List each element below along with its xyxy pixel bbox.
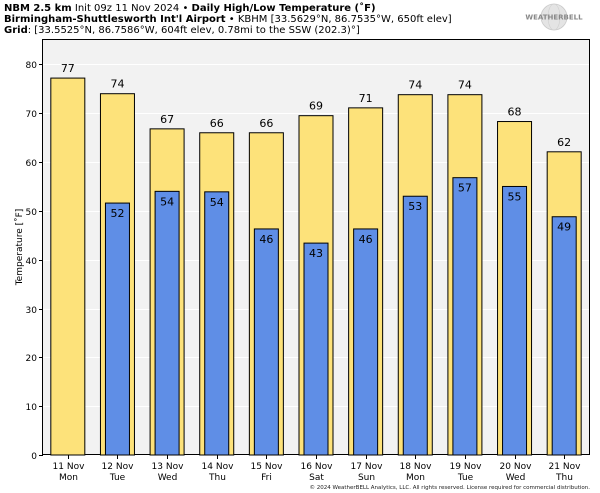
y-tick-label: 40 [26,257,38,267]
y-tick-label: 10 [26,403,38,413]
y-tick-label: 30 [26,306,38,316]
low-temp-label: 46 [259,233,273,246]
high-temp-label: 74 [408,79,422,92]
low-temp-bar [402,195,428,456]
grid-info: : [33.5525°N, 86.7586°W, 604ft elev, 0.7… [27,25,360,36]
logo-text: WEATHERBELL [525,14,583,22]
station-line: Birmingham-Shuttlesworth Int'l Airport •… [4,14,452,25]
y-tick-label: 70 [26,110,38,120]
low-temp-label: 53 [408,200,422,213]
x-tick-label-day: Thu [555,473,573,483]
grid-label: Grid [4,25,28,36]
separator: • [228,14,235,25]
high-temp-label: 66 [259,117,273,130]
x-tick-label-date: 14 Nov [202,462,235,472]
low-temp-label: 52 [110,207,124,220]
separator: • [182,3,189,14]
low-temp-bar [502,185,528,456]
y-axis: 0 10 20 30 40 50 60 70 80 [26,61,43,462]
low-temp-label: 57 [458,182,472,195]
high-temp-label: 77 [61,62,75,75]
low-temp-label: 46 [359,233,373,246]
x-tick-label-date: 20 Nov [500,462,533,472]
high-temp-label: 74 [458,79,472,92]
x-tick-label-day: Mon [59,473,78,483]
high-temp-label: 71 [359,92,373,105]
x-tick-label-day: Wed [506,473,526,483]
low-temp-bar [303,242,329,456]
low-temp-label: 49 [557,221,571,234]
x-tick-label-date: 19 Nov [450,462,483,472]
model-name: NBM 2.5 km [4,3,72,14]
low-temp-label: 54 [160,195,174,208]
x-tick-label-day: Mon [406,473,425,483]
station-id: KBHM [33.5629°N, 86.7535°W, 650ft elev] [237,14,452,25]
low-temp-bar [353,228,379,456]
y-tick-label: 50 [26,208,38,218]
y-tick-label: 60 [26,159,38,169]
x-tick-label-day: Tue [457,473,474,483]
high-temp-label: 62 [557,136,571,149]
bars: 77 74 52 67 54 66 54 66 46 69 43 71 46 74 53 74 57 68 55 62… [50,62,582,456]
x-tick-label-date: 16 Nov [301,462,334,472]
x-tick-label-date: 17 Nov [351,462,384,472]
x-tick-label-date: 13 Nov [152,462,185,472]
weatherbell-logo: WEATHERBELL [525,3,583,31]
low-temp-bar [154,190,180,456]
y-tick-label: 20 [26,354,38,364]
y-axis-label: Temperature [˚F] [14,209,25,287]
x-tick-label-day: Wed [158,473,178,483]
x-tick-label-date: 11 Nov [53,462,86,472]
x-tick-label-day: Sun [358,473,375,483]
x-tick-label-date: 21 Nov [549,462,582,472]
x-tick-label-date: 12 Nov [102,462,135,472]
high-temp-bar [50,77,86,456]
x-tick-label-date: 15 Nov [251,462,284,472]
low-temp-label: 54 [210,196,224,209]
x-tick-label-day: Sat [309,473,324,483]
low-temp-bar [104,202,130,456]
y-tick-label: 80 [26,61,38,71]
logo-globe-icon [540,3,568,31]
init-time: Init 09z 11 Nov 2024 [74,3,180,14]
copyright-footer: © 2024 WeatherBELL Analytics, LLC. All r… [309,485,590,491]
low-temp-bar [253,228,279,456]
product-name: Daily High/Low Temperature (˚F) [191,3,376,14]
y-tick-label: 0 [31,452,37,462]
high-temp-label: 66 [210,117,224,130]
x-tick-label-day: Tue [109,473,126,483]
high-temp-label: 74 [110,78,124,91]
x-tick-label-date: 18 Nov [400,462,433,472]
grid-line: Grid: [33.5525°N, 86.7586°W, 604ft elev,… [4,25,360,36]
low-temp-bar [204,191,230,456]
low-temp-label: 43 [309,247,323,260]
low-temp-bar [452,177,478,456]
high-temp-label: 67 [160,113,174,126]
station-name: Birmingham-Shuttlesworth Int'l Airport [4,14,226,25]
high-temp-label: 69 [309,100,323,113]
low-temp-bar [551,216,577,456]
x-tick-label-day: Fri [261,473,272,483]
high-temp-label: 68 [508,106,522,119]
chart-title: NBM 2.5 km Init 09z 11 Nov 2024 • Daily … [4,3,376,14]
low-temp-label: 55 [508,190,522,203]
x-tick-label-day: Thu [208,473,226,483]
